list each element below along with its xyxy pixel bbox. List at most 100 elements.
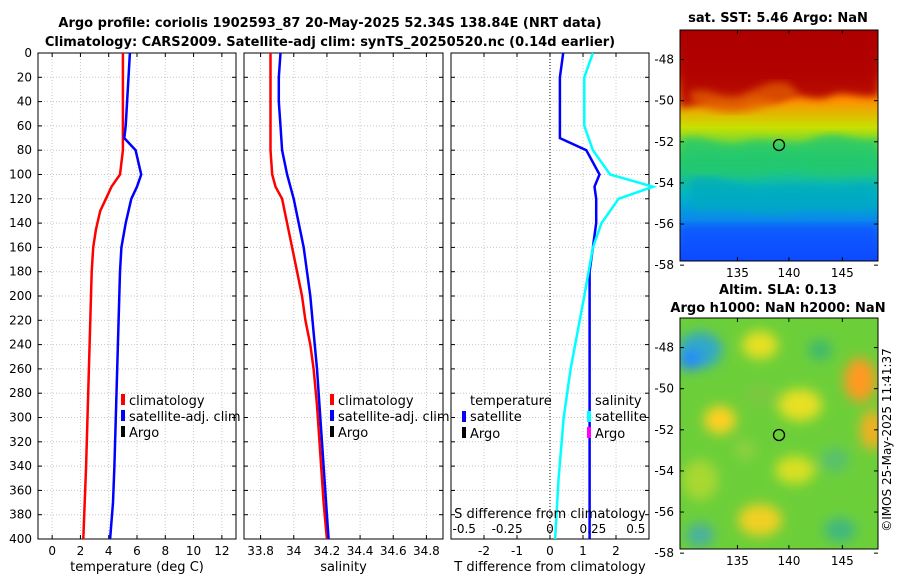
title-line-2: Climatology: CARS2009. Satellite-adj cli… — [45, 35, 615, 50]
sla-map: Altim. SLA: 0.13 Argo h1000: NaN h2000: … — [654, 283, 885, 568]
legend-swatch-argo — [462, 427, 466, 438]
legend-swatch-sal-argo — [587, 427, 591, 438]
legend-swatch — [121, 426, 125, 437]
y-tick-label: 400 — [9, 532, 32, 546]
legend-swatch-sal-satellite — [587, 411, 591, 422]
y-tick-label: 20 — [17, 70, 32, 84]
temperature-panel: 0204060801001201401601802002202402602803… — [9, 46, 241, 575]
series-temperature-satellite — [558, 52, 601, 539]
map-y-tick-label: -54 — [654, 176, 674, 190]
map-y-tick-label: -48 — [654, 341, 674, 355]
top-axis-label: S difference from climatology — [454, 507, 646, 522]
map-x-tick-label: 140 — [777, 554, 800, 568]
legend-swatch — [330, 426, 334, 437]
y-tick-label: 340 — [9, 459, 32, 473]
map-y-tick-label: -52 — [654, 423, 674, 437]
series-satellite-adj-clim — [108, 52, 143, 540]
legend-swatch — [330, 394, 334, 405]
x-tick-label: -1 — [511, 544, 523, 558]
top-tick-label: 0.25 — [580, 522, 607, 536]
top-tick-label: -0.25 — [492, 522, 523, 536]
y-tick-label: 80 — [17, 143, 32, 157]
series-climatology — [269, 53, 329, 540]
legend-label-argo: Argo — [470, 427, 500, 442]
y-tick-label: 380 — [9, 508, 32, 522]
x-tick-label: 34.8 — [413, 544, 440, 558]
x-tick-label: 12 — [214, 544, 229, 558]
x-tick-label: -2 — [478, 544, 490, 558]
x-tick-label: 2 — [77, 544, 85, 558]
map-y-tick-label: -50 — [654, 94, 674, 108]
sla-field — [680, 318, 878, 549]
y-tick-label: 220 — [9, 313, 32, 327]
legend-label-satellite: satellite — [470, 410, 522, 425]
legend-label: Argo — [129, 426, 159, 441]
legend-label-sal-satellite: satellite — [595, 410, 647, 425]
x-tick-label: 34.6 — [380, 544, 407, 558]
legend-label-sal-argo: Argo — [595, 427, 625, 442]
x-tick-label: 6 — [133, 544, 141, 558]
x-axis-label: salinity — [320, 560, 367, 575]
x-tick-label: 8 — [161, 544, 169, 558]
y-tick-label: 40 — [17, 95, 32, 109]
x-axis-label: temperature (deg C) — [70, 560, 204, 575]
x-tick-label: 0 — [48, 544, 56, 558]
series-satellite-adj-clim — [277, 52, 330, 540]
x-tick-label: 34 — [286, 544, 301, 558]
sst-field — [680, 30, 878, 261]
map-x-tick-label: 135 — [726, 554, 749, 568]
difference-panel: -2 -1 0 1 2 T difference from climatology S di… — [450, 52, 658, 575]
map-y-tick-label: -48 — [654, 53, 674, 67]
y-tick-label: 200 — [9, 289, 32, 303]
sla-argo-marker — [772, 428, 786, 442]
legend-label: satellite-adj. clim — [129, 410, 241, 425]
legend-title-salinity: salinity — [595, 394, 642, 409]
map-x-tick-label: 135 — [726, 266, 749, 280]
y-tick-label: 100 — [9, 168, 32, 182]
y-tick-label: 140 — [9, 216, 32, 230]
y-tick-label: 180 — [9, 265, 32, 279]
legend-swatch — [121, 394, 125, 405]
y-tick-label: 280 — [9, 386, 32, 400]
top-tick-label: 0 — [546, 522, 554, 536]
legend-label: climatology — [129, 394, 205, 409]
sst-map: sat. SST: 5.46 Argo: NaN 135 140 145 -48 -50… — [654, 11, 879, 280]
legend-swatch-satellite — [462, 411, 466, 422]
y-tick-label: 360 — [9, 483, 32, 497]
series-salinity-satellite — [553, 52, 658, 540]
y-tick-label: 240 — [9, 338, 32, 352]
title-line-1: Argo profile: coriolis 1902593_87 20-May… — [58, 16, 601, 31]
salinity-panel: 33.8 34 34.2 34.4 34.6 34.8 salinity climatolog… — [243, 52, 450, 575]
sla-map-title-1: Altim. SLA: 0.13 — [719, 283, 837, 298]
x-tick-label: 34.4 — [347, 544, 374, 558]
map-y-tick-label: -58 — [654, 258, 674, 272]
x-tick-label: 0 — [546, 544, 554, 558]
y-tick-label: 120 — [9, 192, 32, 206]
y-tick-label: 260 — [9, 362, 32, 376]
legend-label: satellite-adj. clim — [338, 410, 450, 425]
legend-label: climatology — [338, 394, 414, 409]
map-y-tick-label: -52 — [654, 135, 674, 149]
map-y-tick-label: -56 — [654, 505, 674, 519]
watermark: ©IMOS 25-May-2025 11:41:37 — [880, 348, 894, 532]
series-climatology — [82, 53, 125, 540]
y-tick-label: 300 — [9, 411, 32, 425]
y-tick-label: 60 — [17, 119, 32, 133]
top-tick-label: -0.5 — [452, 522, 475, 536]
map-y-tick-label: -54 — [654, 464, 674, 478]
x-axis-label: T difference from climatology — [453, 560, 646, 575]
sst-argo-marker — [772, 138, 786, 152]
y-tick-label: 160 — [9, 240, 32, 254]
x-tick-label: 4 — [105, 544, 113, 558]
legend-swatch — [121, 410, 125, 421]
map-x-tick-label: 145 — [831, 554, 854, 568]
y-tick-label: 0 — [24, 46, 32, 60]
map-x-tick-label: 140 — [777, 266, 800, 280]
map-y-tick-label: -56 — [654, 217, 674, 231]
sla-map-title-2: Argo h1000: NaN h2000: NaN — [670, 301, 885, 316]
x-tick-label: 10 — [186, 544, 201, 558]
x-tick-label: 2 — [612, 544, 620, 558]
legend-label: Argo — [338, 426, 368, 441]
map-y-tick-label: -50 — [654, 382, 674, 396]
